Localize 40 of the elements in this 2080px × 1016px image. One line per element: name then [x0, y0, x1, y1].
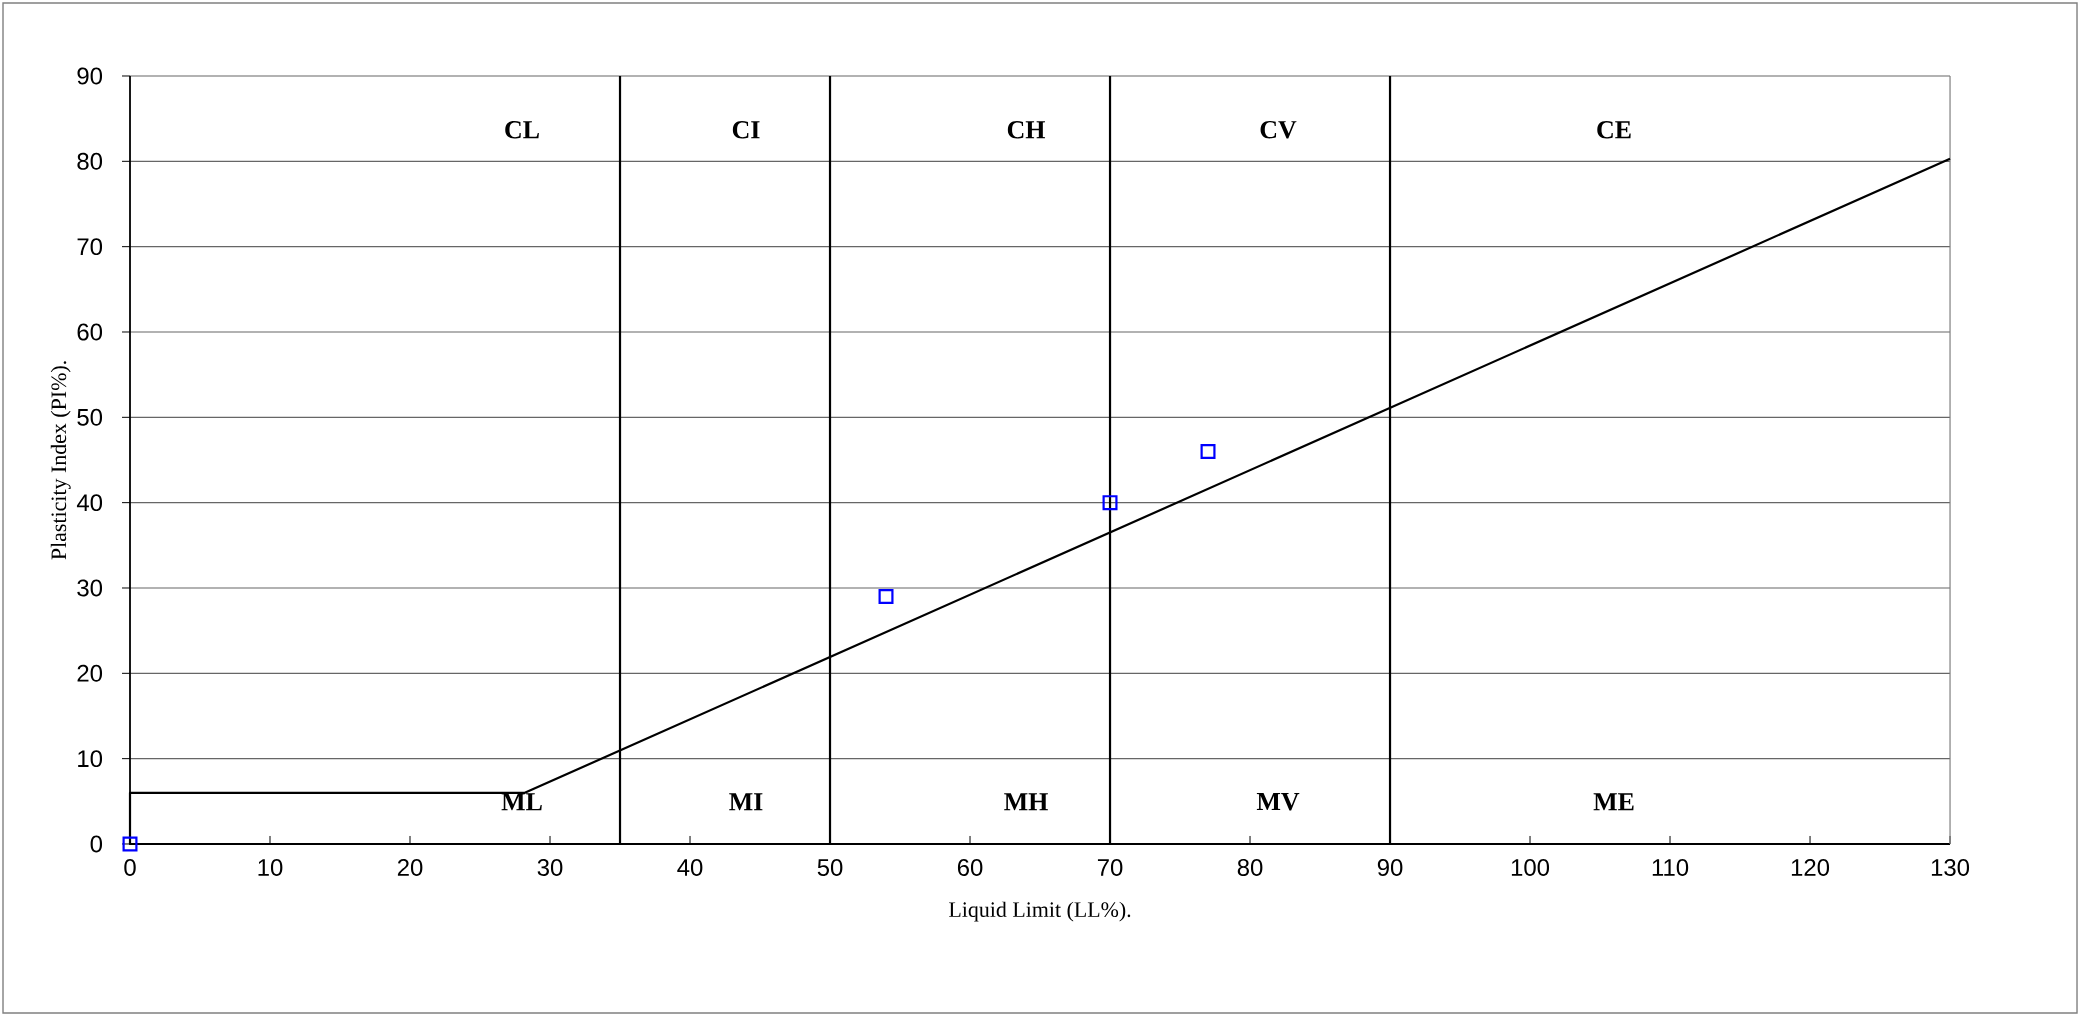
y-tick-label: 0	[90, 835, 103, 853]
x-tick-label: 70	[1097, 859, 1123, 876]
annotation: CL	[505, 121, 539, 139]
point	[1102, 495, 1118, 511]
x-tick-label: 110	[1652, 859, 1689, 876]
annotation: ME	[1593, 793, 1634, 811]
x-tick-label: 80	[1237, 859, 1263, 876]
annotation: MH	[1004, 793, 1048, 811]
x-axis-title: Liquid Limit (LL%).	[949, 901, 1131, 922]
x-tick-label: 0	[124, 859, 136, 876]
y-tick-label: 20	[77, 664, 103, 682]
y-tick-label: 30	[77, 579, 103, 597]
point	[878, 589, 894, 605]
point	[122, 836, 138, 852]
y-axis-title: Plasticity Index (PI%).	[50, 361, 71, 560]
point	[1200, 443, 1216, 459]
x-tick-label: 120	[1791, 859, 1830, 876]
annotation: CE	[1597, 121, 1631, 139]
y-tick-label: 10	[78, 750, 103, 768]
annotation: CV	[1260, 120, 1297, 139]
annotation: CH	[1007, 121, 1046, 139]
x-tick-label: 60	[957, 859, 983, 876]
x-tick-label: 10	[258, 859, 283, 876]
y-tick-label: 60	[77, 323, 103, 341]
y-tick-label: 80	[77, 152, 103, 170]
annotation: MI	[729, 793, 763, 811]
y-tick-label: 50	[77, 408, 103, 426]
annotation: MV	[1256, 793, 1300, 811]
y-tick-label: 70	[77, 238, 103, 256]
x-tick-label: 30	[537, 859, 563, 876]
y-tick-label: 90	[77, 67, 103, 85]
x-tick-label: 100	[1511, 859, 1550, 876]
annotation: CI	[732, 121, 760, 139]
x-tick-label: 130	[1931, 859, 1970, 876]
x-tick-label: 40	[677, 859, 703, 876]
x-tick-label: 20	[397, 859, 423, 876]
annotation: ML	[501, 793, 542, 811]
y-tick-label: 40	[76, 494, 103, 512]
x-tick-label: 90	[1377, 859, 1403, 876]
x-tick-label: 50	[817, 859, 843, 876]
